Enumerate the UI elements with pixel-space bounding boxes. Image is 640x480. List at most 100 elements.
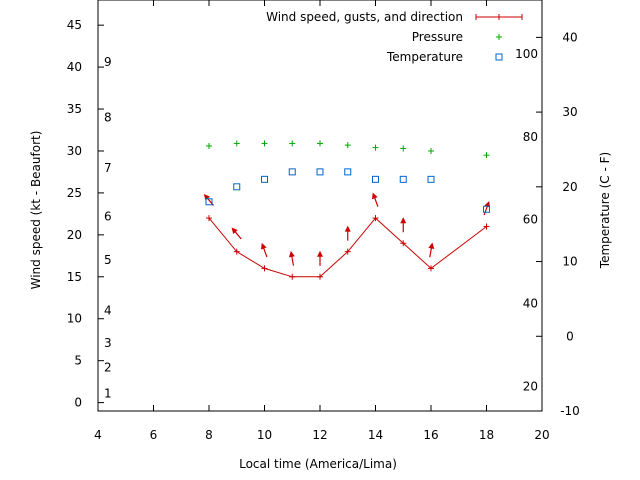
beaufort-label: 9 [104,55,112,69]
wind-arrow-head [344,225,351,232]
y-tick-label: 25 [67,186,82,200]
y-tick-label: 30 [67,144,82,158]
fahrenheit-label: 100 [515,47,538,61]
wind-direction-arrow [371,192,379,207]
wind-arrow-head [400,217,407,224]
beaufort-label: 2 [104,360,112,374]
temperature-point [427,175,435,183]
temperature-point [261,175,268,183]
y2-tick-label: 30 [562,105,577,119]
x-tick-label: 6 [150,428,158,442]
x-tick-label: 8 [205,428,213,442]
pressure-point [344,142,351,149]
wind-direction-arrow [344,225,351,241]
temperature-point [344,168,352,176]
legend-label: Pressure [412,30,463,44]
y-tick-label: 10 [67,312,82,326]
wind-direction-arrow [260,242,268,258]
y2-tick-label: 10 [562,255,577,269]
legend-label: Wind speed, gusts, and direction [266,10,463,24]
wind-arrow-head [231,227,238,235]
y2-tick-label: -10 [560,404,580,418]
temperature-point [399,175,407,183]
temperature-point [288,168,296,176]
wind-speed-point [317,273,323,280]
x-tick-label: 14 [368,428,383,442]
beaufort-label: 5 [104,253,112,267]
wind-speed-point [483,223,490,230]
beaufort-label: 7 [104,161,112,175]
x-tick-label: 20 [534,428,549,442]
pressure-point [289,140,296,147]
wind-speed-line [208,217,487,278]
y-tick-label: 15 [67,270,82,284]
wind-direction-arrow [428,242,435,258]
y2-tick-label: 20 [562,180,577,194]
ticks: 4 6 8 10 12 14 16 18 20051015202530354045-100102… [67,0,580,442]
fahrenheit-label: 60 [523,213,538,227]
y-tick-label: 0 [74,396,82,410]
pressure-point [483,152,490,159]
temperature-point [233,183,241,191]
wind-arrow-head [260,242,267,250]
wind-speed-point [233,248,240,255]
x-axis-label: Local time (America/Lima) [239,457,397,471]
legend-mark-temperature [495,53,503,61]
y-tick-label: 40 [67,60,82,74]
wind-arrow-head [428,242,435,249]
fahrenheit-label: 80 [523,130,538,144]
fahrenheit-labels: 20 40 60 80 100 [515,47,538,394]
beaufort-label: 4 [104,303,112,317]
y2-axis-label: Temperature (C - F) [598,152,612,269]
temperature-point [205,198,213,206]
pressure-point [206,142,212,149]
x-tick-label: 10 [257,428,272,442]
wind-speed-point [261,265,268,272]
wind-direction-arrow [317,250,323,266]
wind-speed-point [206,215,212,222]
wind-speed-point [344,248,351,255]
y-tick-label: 20 [67,228,82,242]
temperature-point [372,175,379,183]
wind-speed-point [289,273,296,280]
wind-speed-point [400,240,407,247]
pressure-point [233,140,240,147]
temperature-point [316,168,324,176]
x-tick-label: 4 [94,428,102,442]
wind-arrow-head [371,192,378,200]
y2-tick-label: 0 [566,329,574,343]
x-tick-label: 16 [423,428,438,442]
temperature-point [483,205,490,213]
y2-tick-label: 40 [562,30,577,44]
series-layer [203,140,491,280]
fahrenheit-label: 20 [523,379,538,393]
legend-label: Temperature [386,50,463,64]
wind-direction-arrow [400,217,407,233]
legend-mark-wind [496,14,502,20]
x-tick-label: 12 [312,428,327,442]
y-tick-label: 45 [67,18,82,32]
wind-direction-arrow [483,200,491,216]
y-tick-label: 5 [74,354,82,368]
beaufort-label: 1 [104,386,112,400]
y-axis-label: Wind speed (kt - Beaufort) [29,131,43,290]
pressure-point [372,144,379,151]
wind-speed-point [428,265,434,272]
wind-arrow-head [317,250,323,257]
x-tick-label: 18 [479,428,494,442]
wind-direction-arrow [288,250,295,266]
pressure-point [400,145,407,152]
beaufort-label: 8 [104,110,112,124]
y-tick-label: 35 [67,102,82,116]
legend: Wind speed, gusts, and direction Pressure… [266,10,523,64]
wind-speed-point [372,215,379,222]
legend-mark-pressure [496,34,502,40]
pressure-point [317,140,323,147]
pressure-point [261,140,268,147]
beaufort-labels: 1 2 3 4 5 6 7 8 9 [104,55,112,400]
beaufort-label: 3 [104,336,112,350]
fahrenheit-label: 40 [523,296,538,310]
plot-frame [97,0,543,412]
pressure-point [428,147,434,154]
